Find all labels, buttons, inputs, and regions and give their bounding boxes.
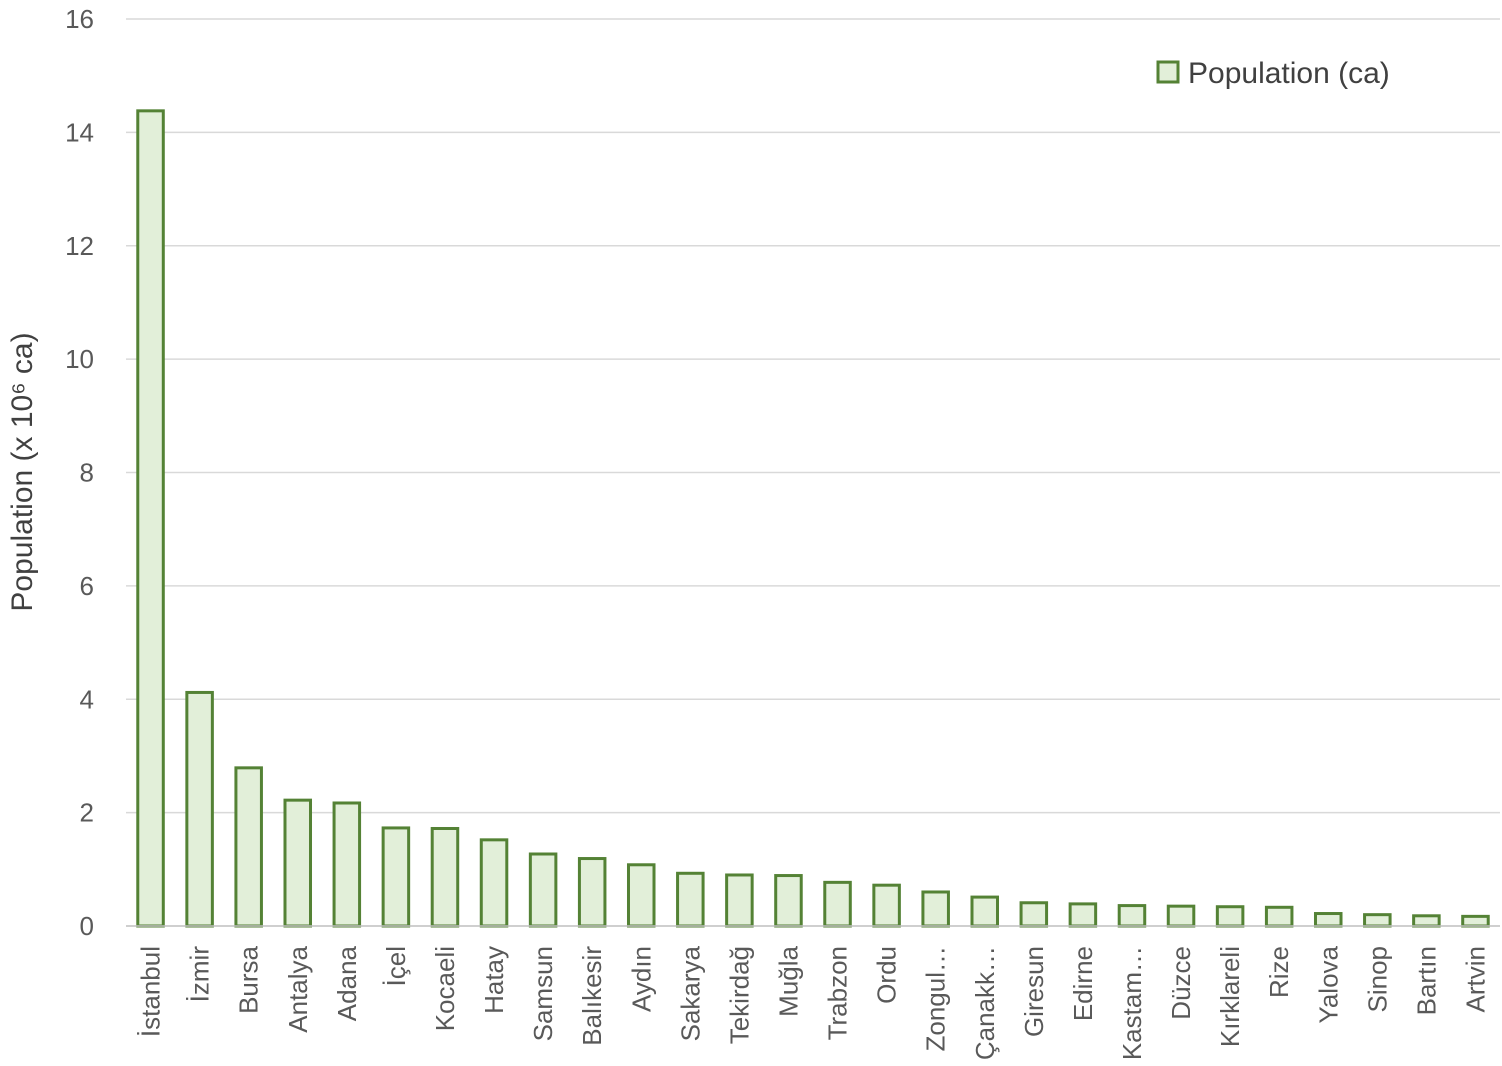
x-tick-label: Bursa <box>234 945 264 1013</box>
y-tick-label: 14 <box>65 117 94 147</box>
x-tick-label: Antalya <box>283 945 313 1032</box>
bar <box>1363 913 1392 928</box>
bar <box>676 871 705 928</box>
x-axis-labels: İstanbul İzmir Bursa Antalya Adana İçel Kocael… <box>136 945 1491 1060</box>
legend: Population (ca) <box>1156 57 1390 90</box>
bars <box>136 109 1490 928</box>
bar <box>1019 901 1049 928</box>
bar <box>970 895 1000 928</box>
x-tick-label: Kırklareli <box>1215 946 1245 1047</box>
x-tick-label: Ordu <box>872 946 902 1004</box>
bar <box>479 838 509 928</box>
y-tick-label: 4 <box>80 684 94 714</box>
x-tick-label: Edirne <box>1068 946 1098 1021</box>
x-tick-label: Rize <box>1264 946 1294 998</box>
bar <box>921 890 950 928</box>
bar <box>1264 905 1294 928</box>
bar <box>1166 904 1196 928</box>
x-tick-label: İçel <box>381 946 411 986</box>
bar <box>1068 902 1098 928</box>
y-tick-label: 6 <box>80 571 94 601</box>
bar <box>1215 905 1245 928</box>
legend-swatch <box>1156 60 1180 84</box>
y-tick-label: 10 <box>65 344 94 374</box>
y-tick-label: 0 <box>80 911 94 941</box>
x-tick-label: Yalova <box>1313 945 1343 1023</box>
bar <box>381 826 411 928</box>
x-tick-label: Kastam… <box>1117 946 1147 1060</box>
x-tick-label: Sinop <box>1362 946 1392 1013</box>
x-tick-label: Artvin <box>1460 946 1490 1012</box>
bar <box>774 874 803 928</box>
bar <box>1117 904 1147 928</box>
bar <box>136 109 165 928</box>
x-tick-label: Giresun <box>1019 946 1049 1037</box>
x-tick-label: Zongul… <box>921 946 951 1052</box>
x-tick-label: İzmir <box>185 946 215 1003</box>
bar <box>1461 914 1490 928</box>
x-tick-label: Muğla <box>773 945 803 1016</box>
bar <box>1412 914 1441 928</box>
bar <box>283 798 313 928</box>
bar <box>626 863 656 928</box>
x-tick-label: Aydın <box>626 946 656 1012</box>
bar <box>823 880 852 928</box>
y-axis-ticks: 0 2 4 6 8 10 12 14 16 <box>65 4 94 941</box>
x-tick-label: Balıkesir <box>577 946 607 1046</box>
x-tick-label: Sakarya <box>675 945 705 1041</box>
x-tick-label: Trabzon <box>823 946 853 1040</box>
x-tick-label: İstanbul <box>136 946 166 1037</box>
x-tick-label: Çanakk… <box>970 946 1000 1060</box>
legend-label: Population (ca) <box>1188 57 1390 90</box>
x-tick-label: Kocaeli <box>430 946 460 1031</box>
x-tick-label: Hatay <box>479 946 509 1014</box>
x-tick-label: Tekirdağ <box>724 946 754 1044</box>
bar <box>725 873 754 928</box>
x-tick-label: Samsun <box>528 946 558 1041</box>
x-tick-label: Düzce <box>1166 946 1196 1020</box>
gridlines <box>126 18 1500 814</box>
bar <box>332 801 362 928</box>
x-tick-label: Adana <box>332 945 362 1021</box>
bar <box>577 857 607 928</box>
bar <box>234 766 263 928</box>
y-tick-label: 8 <box>80 458 94 488</box>
bar <box>872 883 901 928</box>
y-axis-label: Population (x 10⁶ ca) <box>6 332 39 611</box>
bar <box>185 690 214 928</box>
y-tick-label: 12 <box>65 231 94 261</box>
bar <box>430 826 460 928</box>
bar <box>528 852 558 928</box>
bar <box>1313 912 1343 928</box>
y-tick-label: 2 <box>80 798 94 828</box>
y-tick-label: 16 <box>65 4 94 34</box>
x-tick-label: Bartın <box>1411 946 1441 1015</box>
